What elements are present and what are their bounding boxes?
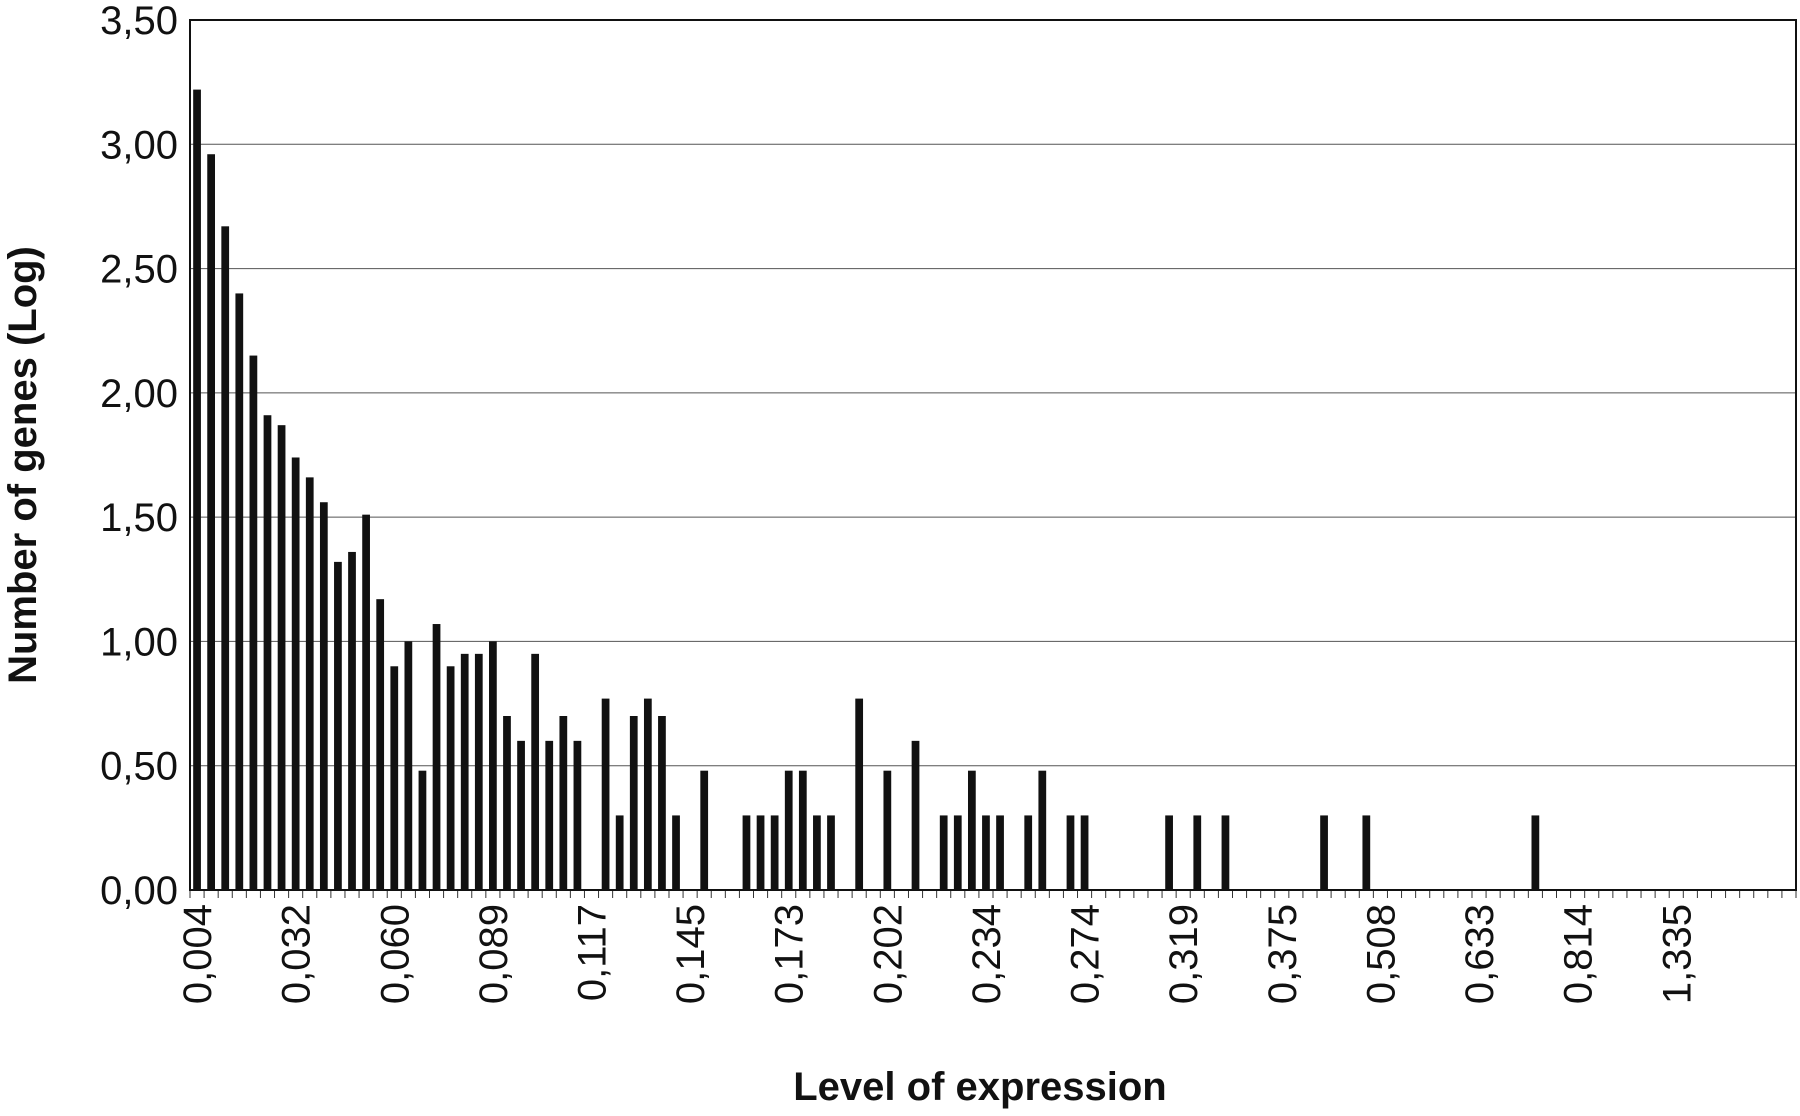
bar (474, 653, 483, 890)
x-tick-label: 0,004 (176, 904, 220, 1004)
bar (1362, 815, 1371, 890)
bar (432, 624, 441, 890)
x-tick-label: 1,335 (1655, 904, 1699, 1004)
bars (193, 89, 1540, 891)
bar (996, 815, 1004, 890)
bar (503, 716, 511, 890)
bar (193, 89, 201, 891)
bar (517, 740, 525, 890)
x-tick-label: 0,089 (472, 904, 516, 1004)
bar (263, 415, 272, 890)
bar (1193, 815, 1202, 890)
x-tick-labels: 0,004 0,032 0,060 0,089 0,117 0,145 0,173 0,202… (176, 904, 1699, 1004)
bar (545, 740, 554, 890)
bar (1066, 815, 1075, 890)
bar (418, 770, 427, 890)
bar (1531, 815, 1540, 890)
x-tick-label: 0,508 (1359, 904, 1403, 1004)
bar (967, 770, 976, 890)
bar (672, 815, 680, 890)
bar (700, 770, 709, 890)
x-tick-label: 0,274 (1064, 904, 1108, 1004)
bar (221, 226, 230, 891)
bar (784, 770, 793, 890)
y-tick-label: 0,00 (100, 869, 178, 913)
bar (1038, 770, 1047, 890)
x-tick-label: 0,319 (1162, 904, 1206, 1004)
bar (390, 666, 399, 890)
bar (939, 815, 948, 890)
x-axis-title: Level of expression (793, 1065, 1166, 1109)
bar (489, 641, 497, 890)
y-tick-label: 3,50 (100, 0, 178, 43)
x-tick-label: 0,234 (965, 904, 1009, 1004)
x-tick-label: 0,173 (768, 904, 812, 1004)
bar (982, 815, 990, 890)
x-tick-label: 0,032 (275, 904, 319, 1004)
bar (348, 551, 356, 890)
bar (573, 740, 582, 890)
bar (1024, 815, 1033, 890)
y-tick-label: 1,50 (100, 496, 178, 540)
y-tick-label: 3,00 (100, 123, 178, 167)
x-tick-label: 0,633 (1458, 904, 1502, 1004)
bar (207, 154, 216, 890)
bar (770, 815, 779, 890)
bar (855, 698, 864, 890)
bar (291, 457, 300, 890)
x-tick-label: 0,145 (669, 904, 713, 1004)
bar (953, 815, 962, 890)
bar (911, 740, 920, 890)
bar (615, 815, 624, 890)
y-tick-label: 1,00 (100, 620, 178, 664)
bar (1165, 815, 1173, 890)
bar (404, 641, 413, 890)
gridlines (190, 19, 1796, 891)
bar (334, 561, 342, 890)
bar (1221, 815, 1230, 890)
bar (883, 770, 892, 890)
bar (1320, 815, 1328, 890)
x-tick-marks (189, 890, 1797, 898)
bar (798, 770, 807, 890)
bar (249, 355, 258, 891)
x-tick-label: 0,117 (571, 904, 615, 1001)
bar (658, 716, 666, 890)
x-tick-label: 0,814 (1557, 904, 1601, 1004)
bar (601, 698, 610, 890)
bar (643, 698, 652, 890)
y-axis-title: Number of genes (Log) (1, 246, 45, 684)
x-tick-label: 0,060 (373, 904, 417, 1004)
x-tick-label: 0,202 (866, 904, 910, 1004)
bar (827, 815, 835, 890)
x-tick-label: 0,375 (1261, 904, 1305, 1004)
y-tick-label: 2,50 (100, 248, 178, 292)
y-tick-label: 2,00 (100, 372, 178, 416)
y-tick-labels: 0,00 0,50 1,00 1,50 2,00 2,50 3,00 3,50 (100, 0, 178, 913)
bar (376, 599, 385, 890)
bar (319, 502, 328, 890)
bar (559, 716, 568, 890)
plot-frame (189, 19, 1797, 891)
bar (305, 477, 314, 890)
y-tick-label: 0,50 (100, 745, 178, 789)
bar (813, 815, 821, 890)
bar (1080, 815, 1089, 890)
bar (756, 815, 765, 890)
bar (460, 653, 469, 890)
bar (362, 514, 370, 890)
bar (742, 815, 751, 890)
bar (277, 425, 286, 890)
bar (531, 653, 540, 890)
bar (629, 716, 638, 890)
bar (446, 666, 455, 890)
bar (235, 293, 244, 890)
